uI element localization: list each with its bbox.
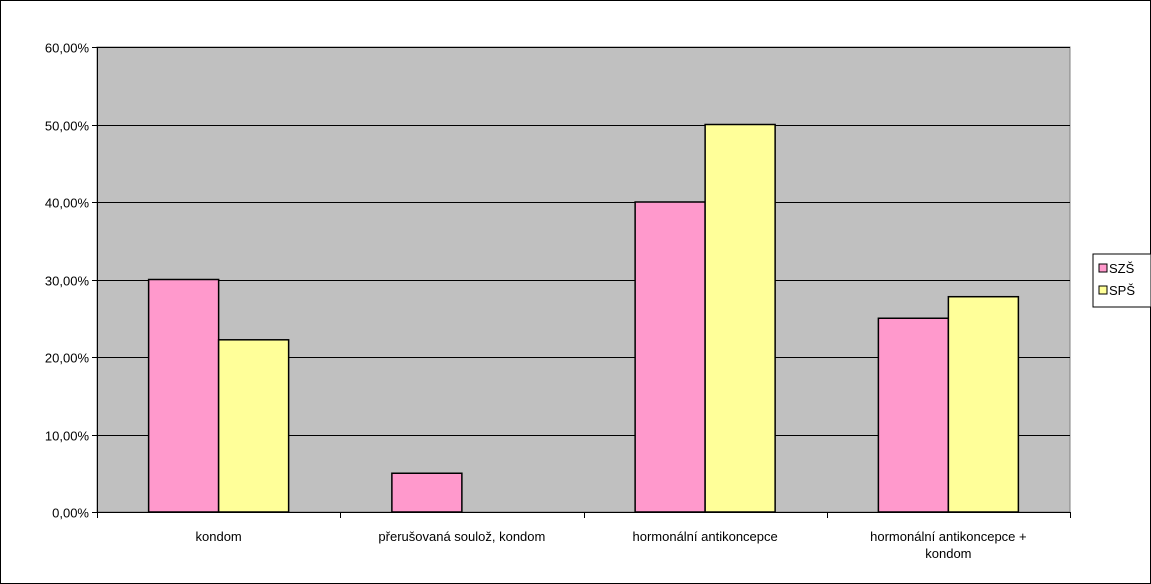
y-tick-label: 0,00% xyxy=(52,506,89,521)
bar-sps xyxy=(947,295,1020,513)
x-tick-label: kondom xyxy=(196,529,242,544)
bars xyxy=(147,123,1020,513)
y-tick-label: 30,00% xyxy=(45,274,90,289)
y-tick-label: 10,00% xyxy=(45,429,90,444)
y-axis: 0,00% 10,00% 20,00% 30,00% 40,00% 50,00% 60,00… xyxy=(45,41,98,521)
bar-sps xyxy=(704,123,776,513)
x-tick-label: přerušovaná soulož, kondom xyxy=(378,529,545,544)
x-tick-label: hormonální antikoncepce + kondom xyxy=(870,529,1026,561)
y-tick-label: 20,00% xyxy=(45,351,90,366)
bar-sps xyxy=(217,339,290,513)
y-tick-label: 50,00% xyxy=(45,119,90,134)
legend: SZŠ SPŠ xyxy=(1092,253,1151,308)
legend-label: SPŠ xyxy=(1109,283,1135,298)
legend-swatch xyxy=(1098,263,1108,273)
bar-szs xyxy=(877,317,950,513)
y-tick-label: 40,00% xyxy=(45,196,90,211)
bar-szs xyxy=(634,201,706,513)
legend-box xyxy=(1092,253,1151,308)
x-axis: kondom přerušovaná soulož, kondom hormonál… xyxy=(97,512,1071,561)
bar-szs xyxy=(391,472,463,513)
legend-swatch xyxy=(1098,285,1108,295)
legend-label: SZŠ xyxy=(1109,261,1135,276)
bar-szs xyxy=(147,278,220,513)
y-tick-label: 60,00% xyxy=(45,41,90,56)
x-tick-label: hormonální antikoncepce xyxy=(632,529,777,544)
